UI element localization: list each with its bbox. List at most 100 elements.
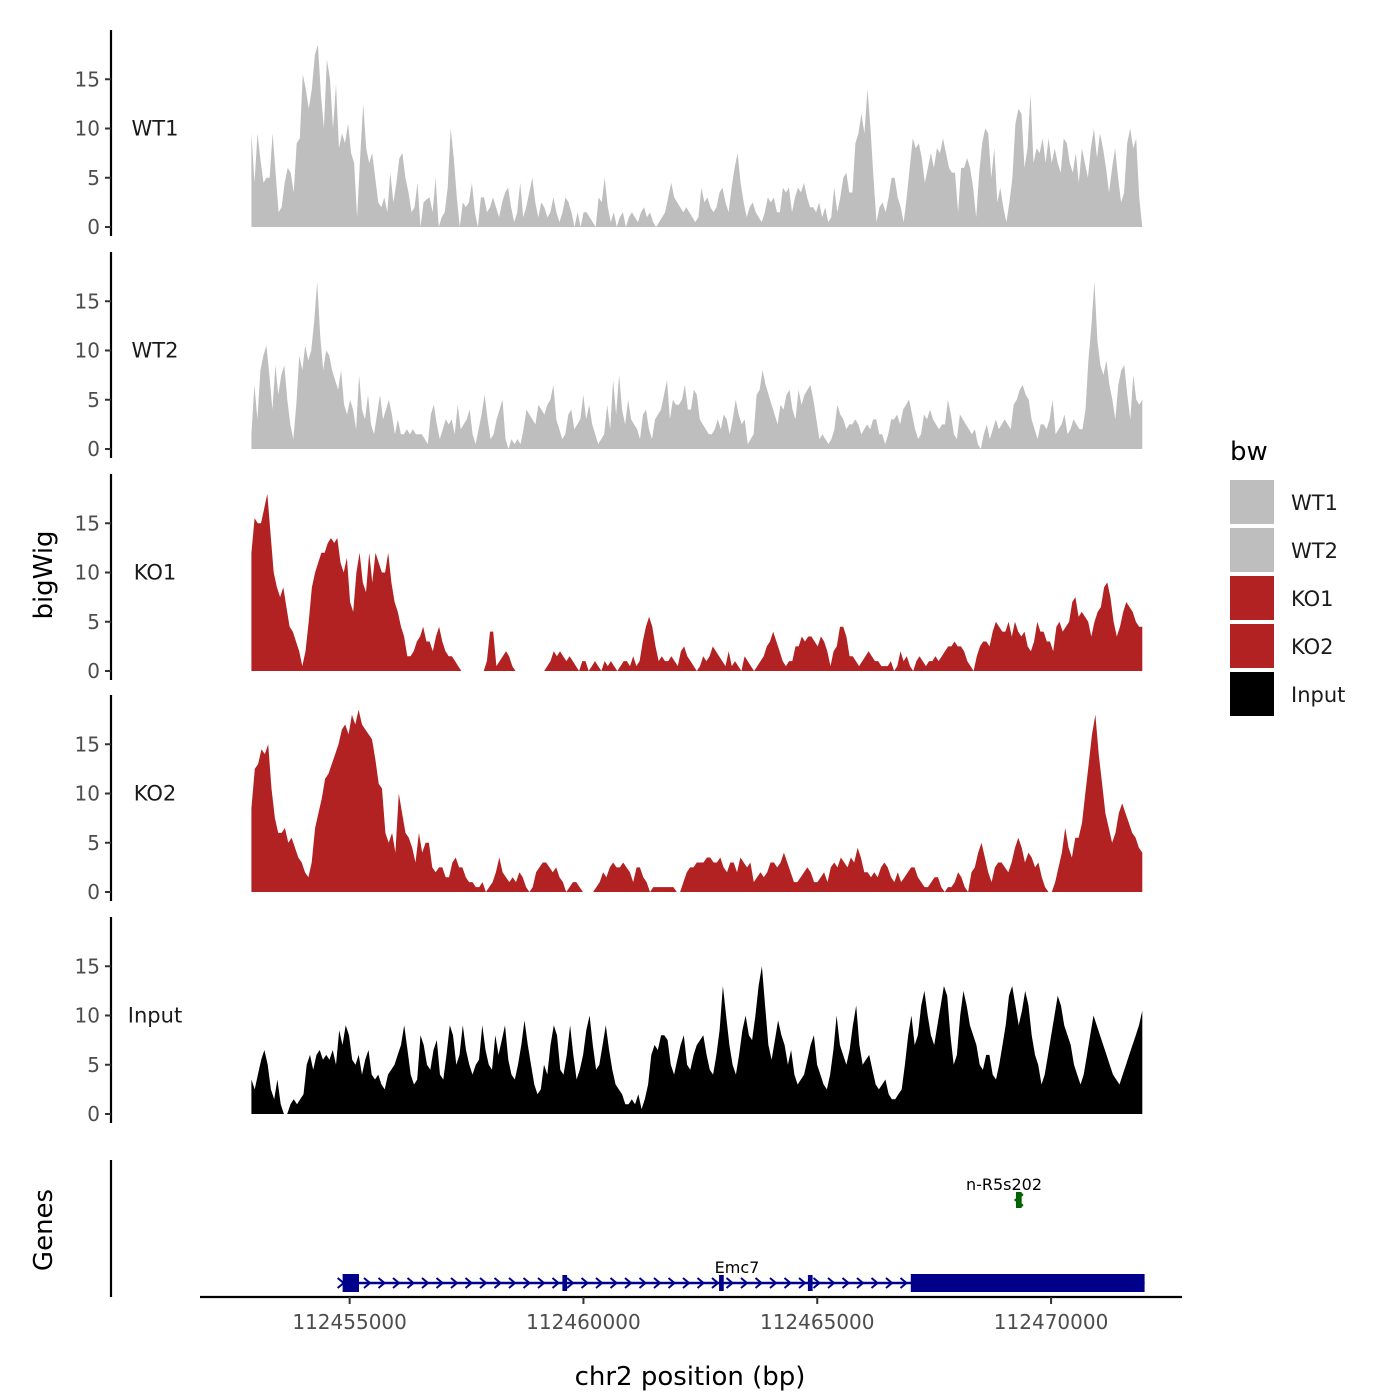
strand-chevron: [638, 1277, 648, 1289]
strand-chevron: [827, 1277, 836, 1289]
strand-chevron: [696, 1277, 706, 1289]
y-tick-label: 15: [75, 511, 100, 535]
strand-chevron: [653, 1277, 662, 1289]
y-tick-label: 0: [87, 659, 100, 683]
legend-swatch-WT1: [1230, 480, 1274, 524]
coverage-area-KO1: [251, 493, 1143, 671]
y-tick-label: 15: [75, 732, 100, 756]
legend-swatch-KO2: [1230, 624, 1274, 668]
legend-title: bw: [1230, 437, 1268, 467]
track-label-KO2: KO2: [134, 782, 177, 806]
strand-chevron: [769, 1277, 778, 1289]
coverage-area-WT2: [251, 281, 1143, 449]
gene-track: Emc7 n-R5s202: [109, 1160, 1145, 1297]
y-axis-title-genes: Genes: [29, 1189, 59, 1271]
x-axis-title: chr2 position (bp): [575, 1362, 806, 1392]
gene-exon: [562, 1275, 568, 1291]
gene-exon: [342, 1274, 359, 1292]
legend-label-Input: Input: [1291, 683, 1345, 707]
strand-chevron: [783, 1277, 793, 1289]
strand-chevron: [464, 1277, 474, 1289]
strand-chevron: [566, 1277, 575, 1289]
y-tick-label: 10: [75, 117, 100, 141]
strand-chevron: [885, 1277, 894, 1289]
legend-swatch-Input: [1230, 672, 1274, 716]
y-tick-label: 10: [75, 339, 100, 363]
strand-chevron: [711, 1277, 720, 1289]
coverage-area-KO2: [251, 709, 1143, 892]
legend-swatch-WT2: [1230, 528, 1274, 572]
track-KO1: 0 5 10 15 KO1: [75, 474, 1143, 683]
y-tick-label: 0: [87, 1102, 100, 1126]
strand-chevron: [537, 1277, 546, 1289]
strand-chevron: [667, 1277, 677, 1289]
strand-chevron: [435, 1277, 445, 1289]
strand-chevron: [493, 1277, 503, 1289]
strand-chevron: [363, 1277, 372, 1289]
gene-label-Emc7: Emc7: [715, 1258, 760, 1277]
y-tick-label: 0: [87, 437, 100, 461]
strand-chevron: [682, 1277, 691, 1289]
gene-n-R5s202: n-R5s202: [966, 1175, 1042, 1208]
y-tick-label: 10: [75, 561, 100, 585]
strand-chevron: [899, 1277, 909, 1289]
strand-chevron: [812, 1277, 822, 1289]
track-KO2: 0 5 10 15 KO2: [75, 695, 1143, 904]
strand-chevron: [479, 1277, 488, 1289]
track-label-WT1: WT1: [132, 117, 179, 141]
y-tick-label: 10: [75, 782, 100, 806]
y-tick-label: 15: [75, 67, 100, 91]
legend-label-KO2: KO2: [1291, 635, 1334, 659]
coverage-area-WT1: [251, 44, 1143, 227]
y-tick-label: 0: [87, 215, 100, 239]
strand-chevron: [580, 1277, 590, 1289]
gene-label-n-R5s202: n-R5s202: [966, 1175, 1042, 1194]
strand-chevron: [798, 1277, 807, 1289]
strand-chevron: [551, 1277, 561, 1289]
y-tick-label: 5: [87, 831, 100, 855]
track-Input: 0 5 10 15 Input: [75, 917, 1143, 1126]
track-label-Input: Input: [128, 1004, 182, 1028]
strand-chevron: [450, 1277, 459, 1289]
y-tick-label: 15: [75, 289, 100, 313]
track-WT2: 0 5 10 15 WT2: [75, 252, 1143, 461]
strand-chevron: [406, 1277, 416, 1289]
y-tick-label: 10: [75, 1004, 100, 1028]
y-axis-title-bigwig: bigWig: [29, 530, 59, 619]
track-label-KO1: KO1: [134, 561, 177, 585]
strand-chevron: [377, 1277, 387, 1289]
y-tick-label: 15: [75, 954, 100, 978]
y-tick-label: 0: [87, 880, 100, 904]
x-tick-label: 112465000: [760, 1310, 875, 1334]
strand-chevron: [870, 1277, 880, 1289]
strand-chevron: [609, 1277, 619, 1289]
y-tick-label: 5: [87, 388, 100, 412]
gene-exon: [1015, 1192, 1022, 1208]
legend: bw WT1 WT2 KO1 KO2 Input: [1230, 437, 1345, 716]
track-label-WT2: WT2: [132, 339, 179, 363]
gene-exon: [807, 1275, 813, 1291]
x-tick-label: 112470000: [994, 1310, 1109, 1334]
strand-chevron: [522, 1277, 532, 1289]
strand-chevron: [421, 1277, 430, 1289]
y-tick-label: 5: [87, 1053, 100, 1077]
strand-chevron: [754, 1277, 764, 1289]
y-tick-label: 5: [87, 166, 100, 190]
x-axis: 112455000 112460000 112465000 112470000: [200, 1295, 1182, 1334]
strand-chevron: [856, 1277, 865, 1289]
coverage-area-Input: [251, 966, 1143, 1114]
strand-chevron: [508, 1277, 517, 1289]
gene-Emc7: Emc7: [336, 1258, 1145, 1292]
gene-exon: [910, 1274, 1145, 1292]
legend-label-KO1: KO1: [1291, 587, 1334, 611]
bigwig-tracks: 0 5 10 15 WT1 0 5 10 15 WT2 0 5 10 15 KO1 0 5 10 15 KO2 0 5 10…: [75, 30, 1143, 1126]
strand-chevron: [740, 1277, 749, 1289]
x-tick-label: 112455000: [292, 1310, 407, 1334]
strand-chevron: [595, 1277, 604, 1289]
strand-chevron: [624, 1277, 633, 1289]
legend-label-WT1: WT1: [1291, 491, 1338, 515]
strand-chevron: [392, 1277, 401, 1289]
strand-chevron: [725, 1277, 735, 1289]
track-WT1: 0 5 10 15 WT1: [75, 30, 1143, 239]
